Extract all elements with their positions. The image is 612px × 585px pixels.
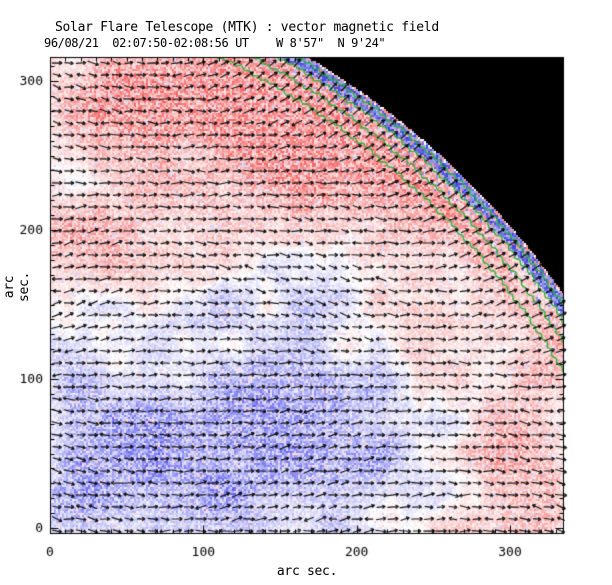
y-axis-label: arc sec. — [2, 271, 32, 303]
plot-subtitle-datetime-position: 96/08/21 02:07:50-02:08:56 UT W 8'57" N … — [44, 36, 386, 50]
plot-title: Solar Flare Telescope (MTK) : vector mag… — [55, 20, 439, 35]
x-axis-label: arc sec. — [276, 564, 338, 579]
